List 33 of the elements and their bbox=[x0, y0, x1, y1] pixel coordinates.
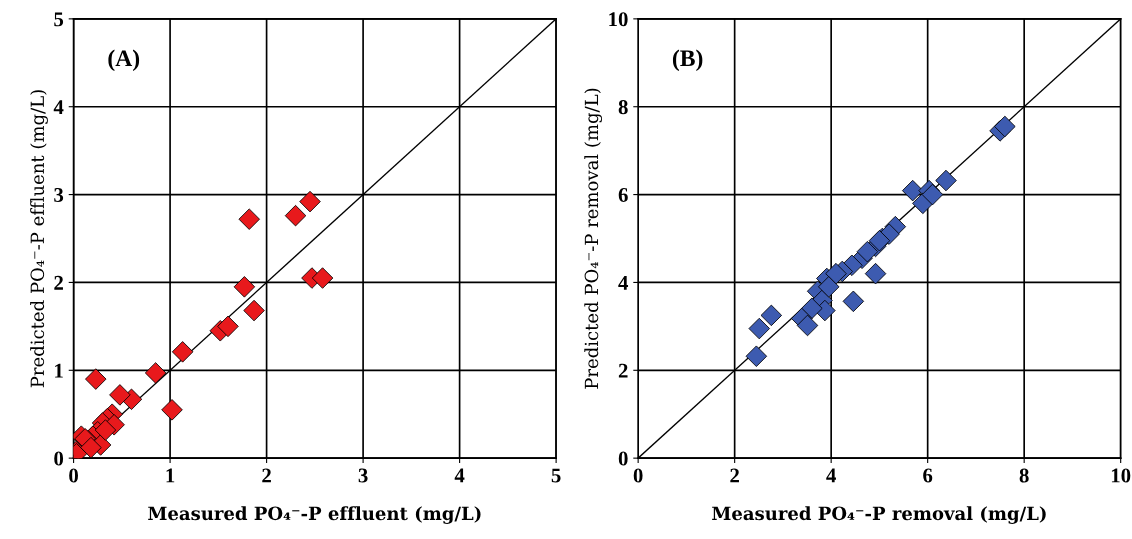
y-axis-title: Predicted PO₄⁻-P removal (mg/L) bbox=[584, 88, 603, 389]
y-tick-label: 6 bbox=[618, 188, 628, 203]
y-tick-label: 4 bbox=[53, 100, 64, 114]
x-axis-title: Measured PO₄⁻-P effluent (mg/L) bbox=[148, 506, 481, 524]
y-tick-label: 1 bbox=[55, 363, 63, 378]
point bbox=[864, 262, 887, 285]
y-tick-label: 10 bbox=[609, 12, 628, 27]
x-tick-label: 0 bbox=[633, 468, 643, 483]
y-tick-label: 3 bbox=[54, 188, 64, 203]
y-tick-label: 8 bbox=[618, 100, 628, 115]
y-axis-title: Predicted PO₄⁻-P effluent (mg/L) bbox=[30, 90, 48, 388]
x-tick-label: 8 bbox=[1019, 468, 1029, 483]
y-tick-label: 0 bbox=[54, 451, 64, 466]
point bbox=[109, 384, 131, 406]
x-tick-label: 1 bbox=[166, 468, 175, 483]
x-tick-label: 4 bbox=[454, 468, 465, 483]
x-tick-label: 5 bbox=[551, 468, 561, 483]
x-tick-label: 3 bbox=[358, 468, 368, 483]
y-tick-label: 4 bbox=[618, 275, 629, 290]
y-tick-label: 0 bbox=[618, 451, 628, 466]
annotation: (B) bbox=[672, 49, 703, 72]
x-tick-label: 4 bbox=[826, 468, 836, 483]
x-tick-label: 0 bbox=[69, 468, 78, 483]
x-axis-title: Measured PO₄⁻-P removal (mg/L) bbox=[712, 506, 1046, 524]
point bbox=[796, 314, 819, 337]
y-tick-label: 5 bbox=[54, 12, 64, 27]
x-tick-label: 2 bbox=[730, 468, 739, 483]
y-tick-label: 2 bbox=[618, 363, 628, 378]
x-tick-label: 10 bbox=[1111, 468, 1131, 483]
x-tick-label: 6 bbox=[923, 468, 933, 483]
x-tick-label: 2 bbox=[262, 468, 271, 483]
annotation: (A) bbox=[108, 49, 140, 72]
y-tick-label: 2 bbox=[54, 275, 63, 290]
